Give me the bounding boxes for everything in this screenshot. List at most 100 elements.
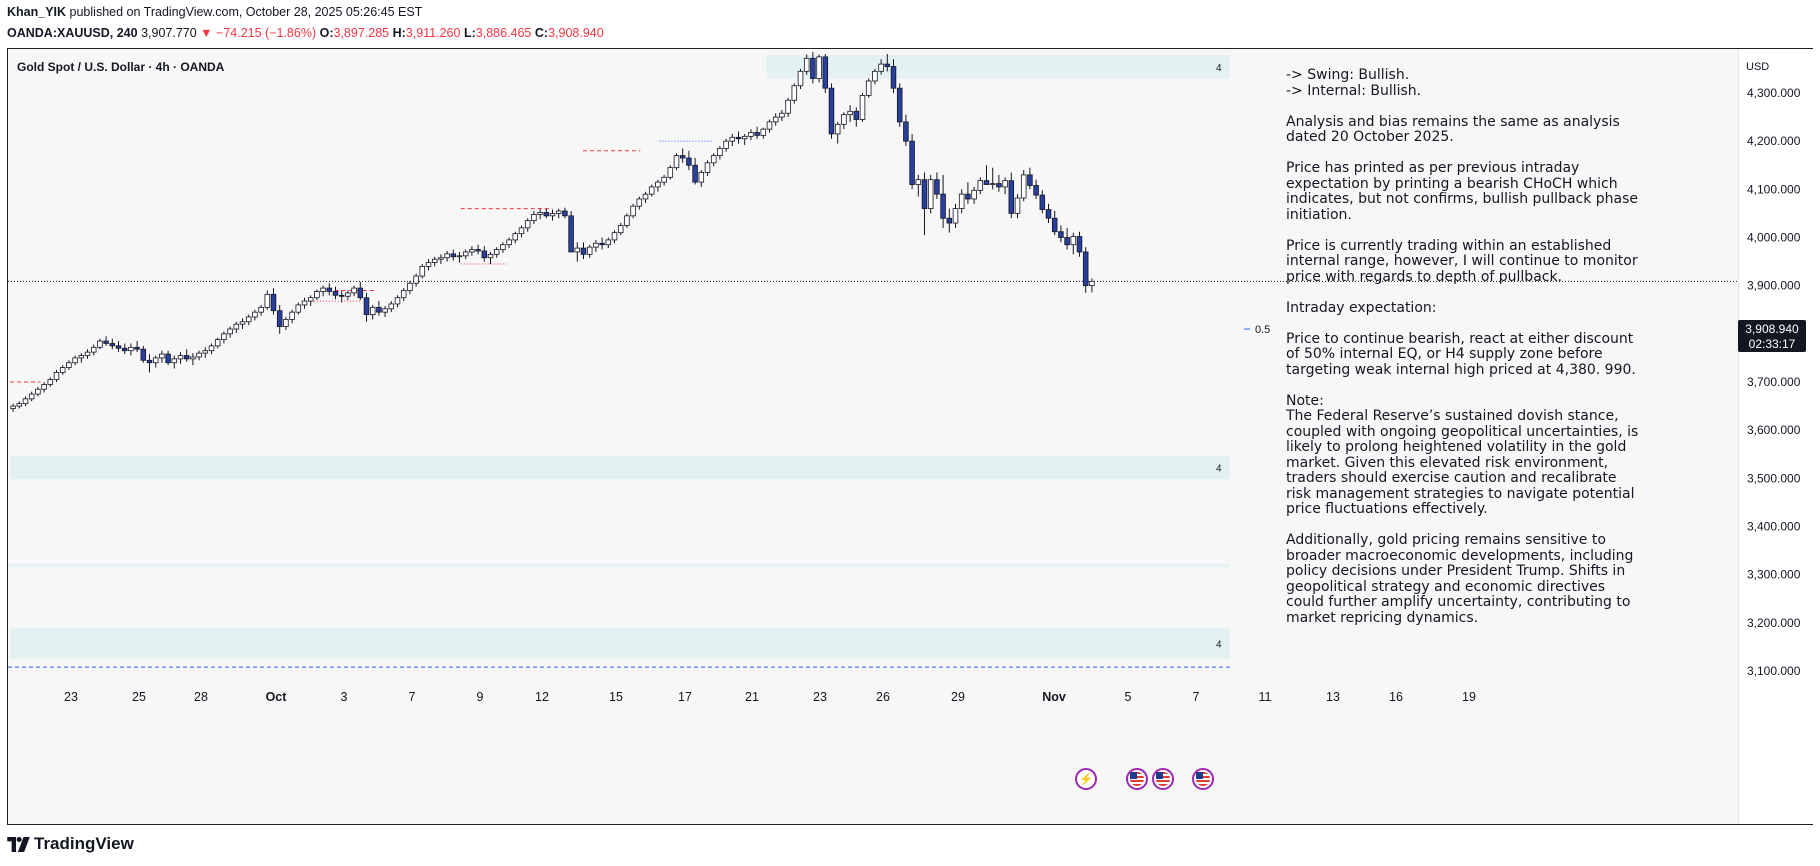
candle-body xyxy=(115,345,122,349)
analysis-notes: -> Swing: Bullish. -> Internal: Bullish.… xyxy=(1286,67,1639,626)
y-tick-label: 3,900.000 xyxy=(1747,279,1801,293)
candle-body xyxy=(1033,185,1039,196)
candle-body xyxy=(735,136,742,140)
candle-body xyxy=(816,56,822,79)
candle-body xyxy=(580,247,587,255)
flash-icon[interactable]: ⚡ xyxy=(1075,768,1097,790)
candle-body xyxy=(469,249,475,253)
y-tick-label: 3,600.000 xyxy=(1747,423,1801,437)
us-flag-icon[interactable] xyxy=(1126,768,1148,790)
tradingview-brand[interactable]: TradingView xyxy=(7,834,134,854)
candle-body xyxy=(140,348,147,361)
candle-body xyxy=(1027,174,1033,186)
candle-body xyxy=(264,293,271,308)
close-label: C: xyxy=(534,26,549,40)
candle-body xyxy=(642,193,649,200)
supply-demand-zone xyxy=(766,55,1230,79)
candle-body xyxy=(190,356,196,360)
currency-label[interactable]: USD xyxy=(1746,61,1770,73)
candle-body xyxy=(710,155,717,164)
candle-body xyxy=(921,179,928,209)
candle-body xyxy=(152,357,159,364)
candle-body xyxy=(803,57,810,72)
author-name[interactable]: Khan_YIK xyxy=(7,5,67,19)
candle-body xyxy=(841,114,847,125)
tradingview-logo-icon xyxy=(7,836,30,852)
symbol-name: OANDA:XAUUSD, 240 xyxy=(7,26,138,40)
candle-body xyxy=(717,147,723,157)
candle-body xyxy=(388,303,395,310)
candle-body xyxy=(500,244,506,250)
candle-body xyxy=(636,198,643,207)
candle-body xyxy=(109,343,116,347)
candle-body xyxy=(301,300,308,306)
candle-body xyxy=(444,253,450,259)
x-tick-label: 19 xyxy=(1462,690,1476,704)
candle-body xyxy=(741,135,748,140)
zone-label: 4 xyxy=(1216,463,1222,474)
candle-body xyxy=(183,355,190,360)
candle-body xyxy=(989,183,996,185)
candle-body xyxy=(661,176,667,183)
bar-countdown: 02:33:17 xyxy=(1748,337,1796,351)
candle-body xyxy=(896,87,903,123)
y-tick-label: 3,100.000 xyxy=(1747,664,1801,678)
y-tick-label: 3,700.000 xyxy=(1747,375,1801,389)
candle-body xyxy=(1014,197,1021,214)
candle-body xyxy=(196,352,202,358)
candle-body xyxy=(357,287,364,299)
candle-body xyxy=(221,333,227,341)
candle-body xyxy=(134,346,140,350)
candle-body xyxy=(884,63,891,67)
x-tick-label: 26 xyxy=(876,690,890,704)
supply-demand-zone xyxy=(10,455,1230,480)
candle-body xyxy=(965,193,971,200)
high-label: H: xyxy=(392,26,406,40)
zone-label: 4 xyxy=(1216,639,1222,650)
candle-body xyxy=(655,181,661,188)
candle-body xyxy=(704,162,711,173)
candle-body xyxy=(686,157,692,166)
candle-body xyxy=(47,379,54,385)
candle-body xyxy=(146,359,153,364)
y-tick-label: 3,300.000 xyxy=(1747,568,1801,582)
candle-body xyxy=(227,328,233,335)
candle-body xyxy=(574,247,581,253)
x-tick-label: 7 xyxy=(1193,690,1200,704)
x-tick-label: 3 xyxy=(341,690,348,704)
price-axis[interactable]: 3,100.000 3,200.000 3,300.000 3,400.000 3,50… xyxy=(1738,49,1813,824)
candle-body xyxy=(177,355,184,360)
us-flag-icon[interactable] xyxy=(1192,768,1214,790)
current-price-value: 3,908.940 xyxy=(1745,322,1799,336)
candle-body xyxy=(729,136,736,142)
candle-body xyxy=(295,304,302,313)
candle-body xyxy=(878,63,884,72)
candle-body xyxy=(53,371,60,380)
last-price: 3,907.770 xyxy=(141,26,197,40)
candle-body xyxy=(16,403,23,407)
candle-body xyxy=(320,287,326,292)
candle-body xyxy=(611,232,618,241)
candle-body xyxy=(847,110,853,116)
candle-body xyxy=(270,293,277,312)
us-flag-icon[interactable] xyxy=(1152,768,1174,790)
price-chart[interactable]: 4 4 4 0.5 23 25 28 Oct 3 7 9 12 15 17 21 23 26 29 Nov 5 7 1… xyxy=(8,49,1738,824)
candle-body xyxy=(450,253,457,258)
candle-body xyxy=(245,316,252,323)
fib-level-label: 0.5 xyxy=(1255,324,1270,336)
candle-body xyxy=(983,180,990,185)
candle-body xyxy=(599,242,605,246)
candle-body xyxy=(394,297,401,305)
y-tick-label: 3,500.000 xyxy=(1747,471,1801,485)
candle-body xyxy=(59,367,66,373)
candle-body xyxy=(810,57,816,79)
candle-body xyxy=(1045,209,1052,219)
candle-body xyxy=(438,257,444,260)
candle-body xyxy=(1089,280,1095,287)
candle-body xyxy=(22,398,29,405)
candle-body xyxy=(28,393,35,400)
candle-body xyxy=(1002,180,1008,188)
y-tick-label: 4,100.000 xyxy=(1747,182,1801,196)
candle-body xyxy=(605,239,612,246)
candle-body xyxy=(1070,236,1077,246)
